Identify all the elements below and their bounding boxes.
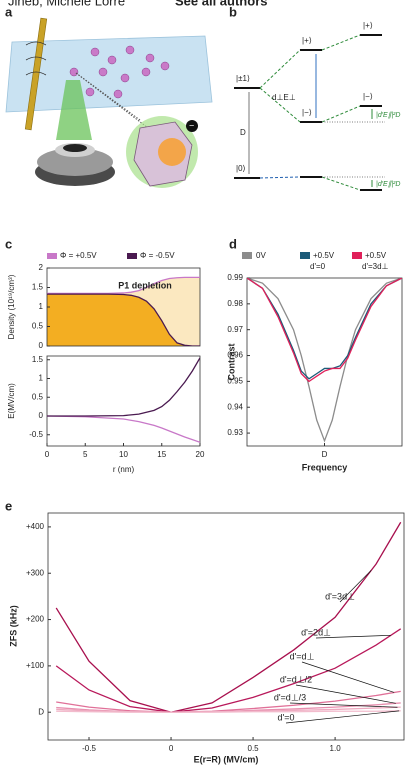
y-tick-label: 0.96 xyxy=(227,351,243,360)
shift-label: |d′E∥|²D xyxy=(376,111,400,119)
x-tick-label: -0.5 xyxy=(82,744,96,753)
legend-sublabel: d'=3d⊥ xyxy=(362,262,389,271)
leader-line xyxy=(301,661,395,693)
y-tick-label: 0.95 xyxy=(227,376,243,385)
curve-label: d'=2d⊥ xyxy=(301,627,331,637)
curve-label: d'=d⊥/3 xyxy=(274,692,306,702)
leader-line xyxy=(285,710,400,724)
y-tick-label: 1.5 xyxy=(32,355,44,364)
panel-label: d xyxy=(229,236,237,251)
y-axis-label: Density (10¹⁹/cm³) xyxy=(7,274,16,339)
leader-line xyxy=(315,634,391,639)
legend-label: Φ = -0.5V xyxy=(140,251,175,260)
panel-label: e xyxy=(5,498,12,513)
level-label: |±1⟩ xyxy=(236,74,250,83)
y-tick-label: 0 xyxy=(39,411,44,420)
x-tick-label: 0 xyxy=(169,744,174,753)
series-line xyxy=(247,278,402,443)
series-line xyxy=(56,690,401,713)
legend-label: +0.5V xyxy=(313,251,335,260)
y-tick-label: 0.97 xyxy=(227,325,243,334)
y-tick-label: 1 xyxy=(39,302,44,311)
level-label: |−⟩ xyxy=(363,92,373,101)
y-tick-label: D xyxy=(38,707,44,716)
y-tick-label: 2 xyxy=(39,263,44,272)
energy-diagram xyxy=(234,34,385,191)
plot-frame xyxy=(47,512,405,741)
shift-label: |d′E∥|²D xyxy=(376,180,400,188)
leader-line xyxy=(289,702,398,708)
legend-swatch xyxy=(352,252,362,259)
leader-line xyxy=(295,684,396,704)
x-tick-label: 5 xyxy=(83,450,88,459)
series-line xyxy=(247,278,402,383)
series-line xyxy=(47,293,200,346)
electron-sign: − xyxy=(189,120,194,130)
series-line xyxy=(47,415,200,443)
x-axis-label: r (nm) xyxy=(113,465,135,474)
x-tick-label: 0.5 xyxy=(248,744,260,753)
x-tick-label: 20 xyxy=(196,450,205,459)
panel-label: b xyxy=(229,4,237,19)
y-tick-label: 0.5 xyxy=(32,392,44,401)
y-tick-label: +200 xyxy=(26,615,45,624)
x-tick-label: D xyxy=(322,450,328,459)
y-tick-label: -0.5 xyxy=(29,430,43,439)
curve-label: d'=d⊥ xyxy=(290,651,315,661)
y-tick-label: 0.93 xyxy=(227,428,243,437)
legend-sublabel: d'=0 xyxy=(310,262,326,271)
y-tick-label: 1 xyxy=(39,374,44,383)
series-line xyxy=(56,710,401,713)
see-all-authors[interactable]: See all authors xyxy=(175,0,267,8)
legend-label: 0V xyxy=(256,251,266,260)
authors: Jineb, Michele Lorre xyxy=(8,0,125,8)
legend-swatch xyxy=(300,252,310,259)
series-line xyxy=(47,357,200,417)
x-tick-label: 0 xyxy=(45,450,50,459)
panel-label: a xyxy=(5,4,13,19)
coupling-label: d⊥E⊥ xyxy=(272,93,296,102)
y-tick-label: +400 xyxy=(26,522,45,531)
legend-swatch xyxy=(127,253,137,259)
splitting-label: D xyxy=(240,128,246,137)
curve-label: d'=d⊥/2 xyxy=(280,674,312,684)
level-label: |+⟩ xyxy=(363,21,373,30)
leader-line xyxy=(339,570,372,603)
annotation: P1 depletion xyxy=(118,280,172,290)
y-tick-label: 0.5 xyxy=(32,322,44,331)
legend-label: Φ = +0.5V xyxy=(60,251,97,260)
legend-swatch xyxy=(47,253,57,259)
x-axis-label: E(r=R) (MV/cm) xyxy=(194,754,259,764)
level-label: |−⟩ xyxy=(302,108,312,117)
area xyxy=(47,294,200,346)
y-axis-label: E(MV/cm) xyxy=(7,383,16,419)
legend-swatch xyxy=(242,252,252,259)
curve-label: d'=0 xyxy=(278,712,295,722)
y-tick-label: 0.98 xyxy=(227,299,243,308)
curve-label: d'=3d⊥ xyxy=(325,591,355,601)
legend-label: +0.5V xyxy=(365,251,387,260)
x-tick-label: 1.0 xyxy=(330,744,342,753)
level-label: |+⟩ xyxy=(302,36,312,45)
y-tick-label: 0 xyxy=(39,341,44,350)
plot-frame xyxy=(46,355,201,447)
x-axis-label: Frequency xyxy=(302,462,348,472)
y-axis-label: Contrast xyxy=(226,343,236,380)
panel-label: c xyxy=(5,236,12,251)
illustration: − xyxy=(5,17,213,188)
series-line xyxy=(247,278,402,380)
y-tick-label: +100 xyxy=(26,661,45,670)
series-line xyxy=(55,628,402,713)
x-tick-label: 15 xyxy=(157,450,166,459)
y-tick-label: +300 xyxy=(26,568,45,577)
x-tick-label: 10 xyxy=(119,450,128,459)
y-tick-label: 0.99 xyxy=(227,273,243,282)
level-label: |0⟩ xyxy=(236,164,246,173)
y-tick-label: 1.5 xyxy=(32,283,44,292)
y-tick-label: 0.94 xyxy=(227,402,243,411)
series-line xyxy=(47,276,200,294)
y-axis-label: ZFS (kHz) xyxy=(8,605,18,647)
series-line xyxy=(55,521,402,713)
